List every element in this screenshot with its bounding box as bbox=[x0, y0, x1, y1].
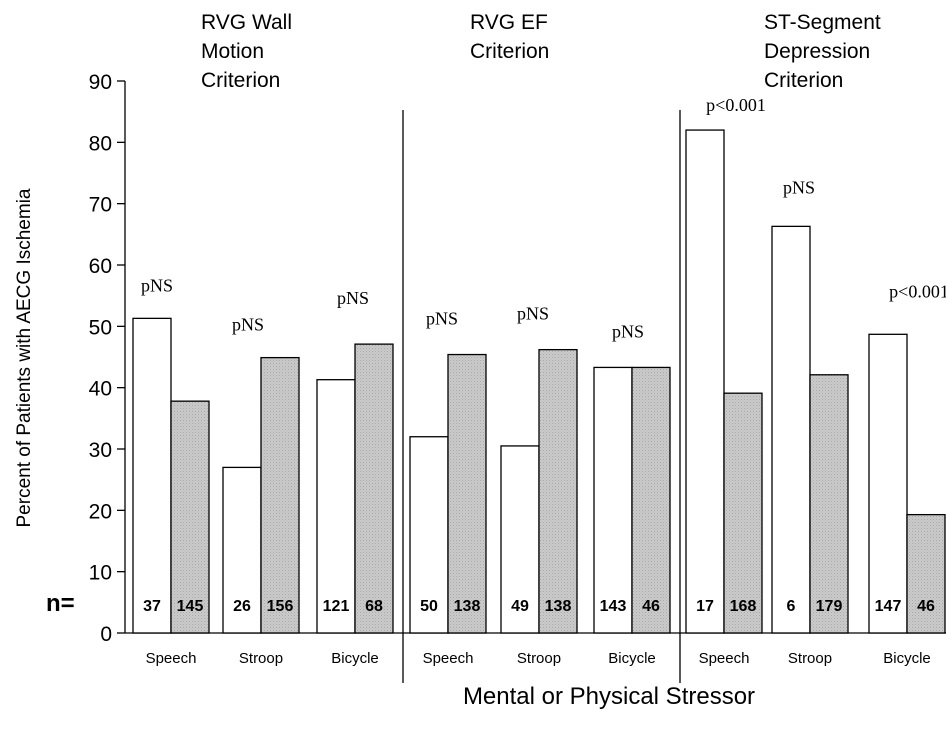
y-tick-label: 20 bbox=[89, 500, 112, 523]
n-value-label: 26 bbox=[233, 598, 251, 615]
y-tick-label: 90 bbox=[89, 71, 112, 94]
bar-shaded bbox=[447, 353, 487, 634]
y-axis-title: Percent of Patients with AECG Ischemia bbox=[14, 188, 35, 527]
y-tick-label: 80 bbox=[89, 132, 112, 155]
group-title: RVG Wall bbox=[201, 11, 292, 34]
bar-shaded bbox=[809, 374, 849, 634]
n-value-label: 6 bbox=[787, 598, 796, 615]
category-label: Stroop bbox=[239, 650, 283, 667]
x-axis-title: Mental or Physical Stressor bbox=[463, 683, 755, 710]
n-value-label: 138 bbox=[454, 598, 481, 615]
bar-white bbox=[409, 436, 449, 634]
category-label: Bicycle bbox=[883, 650, 931, 667]
p-value-label: pNS bbox=[141, 275, 173, 295]
n-value-label: 168 bbox=[730, 598, 757, 615]
group-title: Criterion bbox=[764, 69, 843, 92]
category-label: Bicycle bbox=[331, 650, 379, 667]
group-title: Motion bbox=[201, 40, 264, 63]
bar-white bbox=[593, 366, 633, 634]
p-value-label: pNS bbox=[232, 315, 264, 335]
n-value-label: 145 bbox=[177, 598, 204, 615]
group-title: Criterion bbox=[201, 69, 280, 92]
p-value-label: p<0.001 bbox=[706, 95, 766, 115]
group-title: RVG EF bbox=[470, 11, 548, 34]
p-value-label: pNS bbox=[612, 321, 644, 341]
n-value-label: 37 bbox=[143, 598, 161, 615]
category-label: Bicycle bbox=[608, 650, 656, 667]
bar-shaded bbox=[260, 356, 300, 634]
n-value-label: 156 bbox=[267, 598, 294, 615]
n-value-label: 50 bbox=[420, 598, 438, 615]
y-tick-label: 0 bbox=[100, 623, 112, 646]
bar-shaded bbox=[631, 366, 671, 634]
n-value-label: 49 bbox=[511, 598, 529, 615]
y-tick-label: 70 bbox=[89, 194, 112, 217]
n-value-label: 143 bbox=[600, 598, 627, 615]
n-value-label: 179 bbox=[816, 598, 843, 615]
y-tick-label: 40 bbox=[89, 378, 112, 401]
n-value-label: 138 bbox=[545, 598, 572, 615]
y-tick-label: 50 bbox=[89, 316, 112, 339]
y-tick-label: 60 bbox=[89, 255, 112, 278]
y-tick-label: 10 bbox=[89, 562, 112, 585]
category-label: Stroop bbox=[788, 650, 832, 667]
bar-white bbox=[316, 379, 356, 634]
group-title: Depression bbox=[764, 40, 870, 63]
bar-white bbox=[132, 317, 172, 634]
n-value-label: 121 bbox=[323, 598, 350, 615]
category-label: Stroop bbox=[517, 650, 561, 667]
n-value-label: 46 bbox=[642, 598, 660, 615]
n-value-label: 68 bbox=[365, 598, 383, 615]
bar-shaded bbox=[538, 348, 578, 634]
bar-shaded bbox=[170, 400, 210, 634]
group-title: Criterion bbox=[470, 40, 549, 63]
y-tick-label: 30 bbox=[89, 439, 112, 462]
p-value-label: pNS bbox=[517, 304, 549, 324]
bar-white bbox=[771, 225, 811, 634]
bar-shaded bbox=[906, 513, 946, 634]
n-value-label: 147 bbox=[875, 598, 902, 615]
n-value-label: 17 bbox=[696, 598, 714, 615]
p-value-label: p<0.001 bbox=[889, 281, 946, 301]
bar-white bbox=[685, 129, 725, 634]
p-value-label: pNS bbox=[426, 309, 458, 329]
category-label: Speech bbox=[146, 650, 197, 667]
category-label: Speech bbox=[423, 650, 474, 667]
group-title: ST-Segment bbox=[764, 11, 881, 34]
p-value-label: pNS bbox=[337, 288, 369, 308]
category-label: Speech bbox=[699, 650, 750, 667]
bar-shaded bbox=[354, 343, 394, 634]
p-value-label: pNS bbox=[783, 177, 815, 197]
bar-white bbox=[868, 333, 908, 634]
n-value-label: 46 bbox=[917, 598, 935, 615]
n-equals-label: n= bbox=[46, 590, 75, 617]
bar-shaded bbox=[723, 392, 763, 634]
